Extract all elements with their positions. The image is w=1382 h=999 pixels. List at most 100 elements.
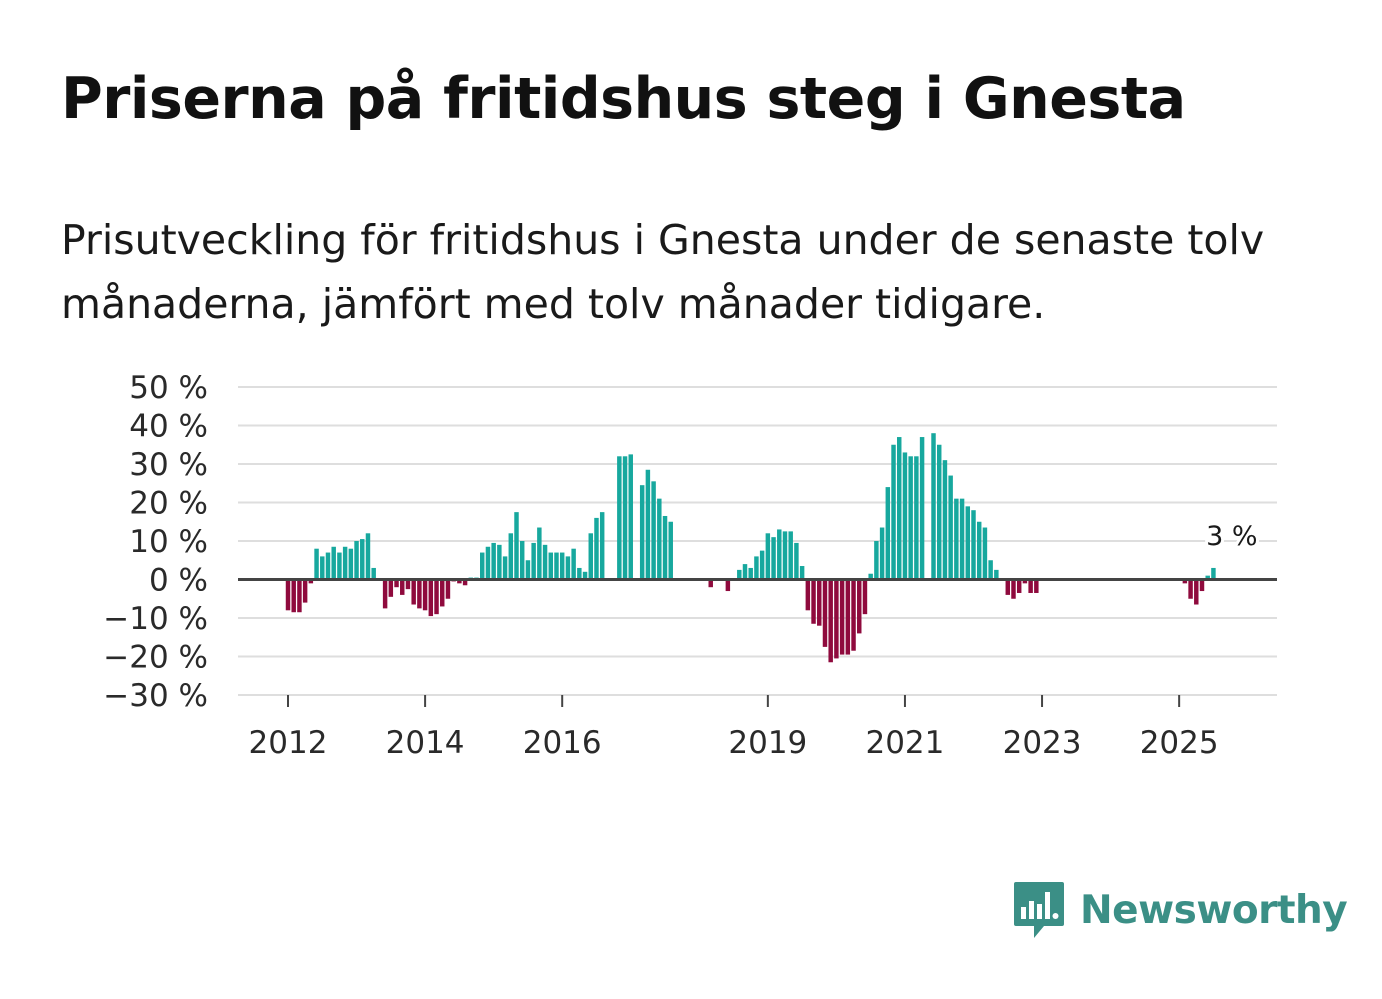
- bar: [559, 552, 565, 580]
- bar: [908, 456, 913, 580]
- bar: [599, 512, 605, 580]
- x-tick-label: 2025: [1140, 725, 1219, 761]
- bar: [942, 460, 948, 580]
- bar: [582, 571, 588, 580]
- bar: [948, 475, 953, 580]
- bar: [902, 452, 908, 580]
- bar: [834, 579, 839, 659]
- bar: [325, 552, 331, 580]
- bar: [771, 537, 776, 580]
- y-tick-label: 50 %: [129, 370, 208, 406]
- bar: [291, 579, 296, 613]
- bar: [754, 556, 759, 580]
- bar: [285, 579, 291, 611]
- bar: [571, 548, 576, 580]
- bar: [519, 541, 525, 580]
- bar: [320, 556, 325, 580]
- bar: [937, 444, 942, 580]
- bar: [594, 517, 599, 580]
- bar: [988, 560, 993, 580]
- bar: [799, 566, 805, 580]
- bar: [708, 579, 713, 588]
- annotation-label: 3 %: [1206, 521, 1257, 552]
- bar: [817, 579, 822, 626]
- bar: [794, 542, 799, 580]
- bar: [965, 506, 971, 580]
- bar: [857, 579, 862, 634]
- y-tick-label: 20 %: [129, 486, 208, 522]
- bar: [959, 498, 965, 580]
- bar: [805, 579, 811, 611]
- y-tick-label: −20 %: [103, 640, 208, 676]
- bar: [1188, 579, 1193, 599]
- bar: [440, 579, 445, 607]
- bar: [462, 579, 468, 586]
- bar: [971, 510, 976, 580]
- bar: [1011, 579, 1016, 599]
- bar: [577, 567, 582, 580]
- bar: [828, 579, 833, 663]
- bar: [394, 579, 399, 588]
- bar: [354, 541, 359, 580]
- bar: [725, 579, 731, 592]
- bar: [400, 579, 405, 595]
- bar: [662, 515, 668, 580]
- bar: [388, 579, 394, 597]
- bar: [531, 542, 536, 580]
- bar: [788, 531, 793, 580]
- bar: [1016, 579, 1022, 593]
- bar: [360, 539, 365, 580]
- bar: [897, 437, 902, 580]
- brand-name: Newsworthy: [1080, 887, 1348, 933]
- bar: [337, 552, 342, 580]
- bar: [314, 548, 319, 580]
- bar: [542, 544, 548, 580]
- bar: [628, 454, 633, 580]
- chart-annotation: 3 %: [1203, 518, 1260, 555]
- x-tick-label: 2012: [249, 725, 328, 761]
- bar: [342, 546, 348, 580]
- y-tick-label: 10 %: [129, 524, 208, 560]
- bar: [457, 579, 462, 584]
- bar: [885, 487, 891, 580]
- bar: [411, 579, 416, 605]
- bar: [588, 533, 593, 580]
- bar: [1194, 579, 1199, 605]
- bar: [371, 567, 376, 580]
- page-subtitle: Prisutveckling för fritidshus i Gnesta u…: [61, 216, 1265, 328]
- y-axis: 50 %40 %30 %20 %10 %0 %−10 %−20 %−30 %: [103, 370, 208, 714]
- bar: [1028, 579, 1033, 593]
- newsworthy-logo: Newsworthy: [1012, 880, 1348, 940]
- bar: [879, 527, 885, 580]
- bar: [548, 552, 554, 580]
- bar: [485, 546, 491, 580]
- bar: [514, 512, 519, 580]
- bar: [1211, 567, 1216, 580]
- x-tick-label: 2016: [523, 725, 602, 761]
- bar: [976, 521, 982, 580]
- y-tick-label: 40 %: [129, 409, 208, 445]
- bar: [931, 433, 936, 580]
- bar: [348, 548, 354, 580]
- bar: [765, 533, 771, 580]
- bar: [1199, 579, 1205, 592]
- bar: [537, 527, 542, 580]
- bar: [1022, 579, 1028, 584]
- bar: [1034, 579, 1039, 593]
- bar: [302, 579, 308, 603]
- chart-bars: [285, 433, 1216, 663]
- bar: [554, 552, 559, 580]
- newsworthy-logo-icon: [1014, 882, 1064, 938]
- bar: [811, 579, 816, 624]
- bar: [914, 456, 919, 580]
- bar: [422, 579, 428, 611]
- bar: [891, 444, 896, 580]
- bar: [434, 579, 439, 615]
- bar: [565, 556, 571, 580]
- bar: [508, 533, 514, 580]
- bar: [759, 550, 765, 580]
- bar: [645, 469, 651, 580]
- bar: [868, 573, 873, 580]
- bar: [491, 542, 496, 580]
